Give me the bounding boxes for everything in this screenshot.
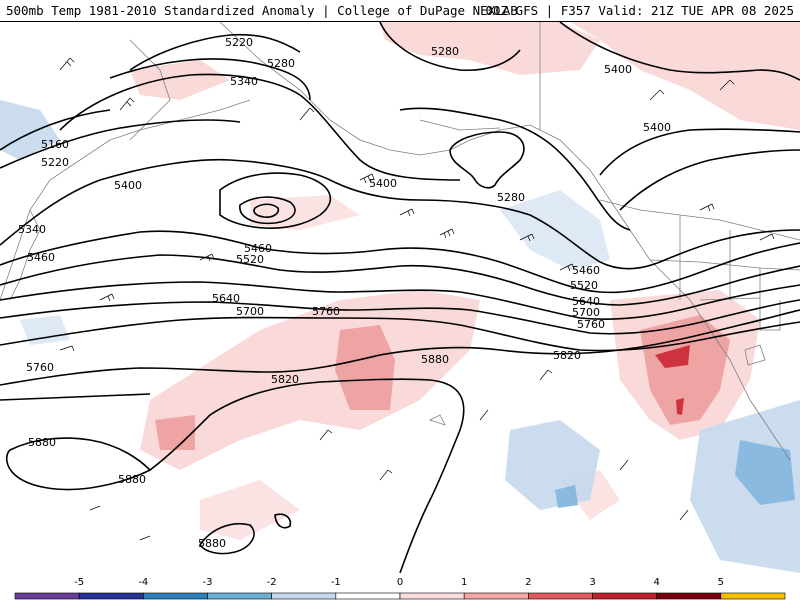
- contour-label: 5520: [236, 253, 264, 266]
- color-scale-segment: [592, 592, 657, 600]
- contour-label: 5520: [570, 279, 598, 292]
- color-scale-segment: [271, 592, 337, 600]
- contour-label: 5280: [267, 57, 295, 70]
- contour-label: 5760: [577, 318, 605, 331]
- color-scale-tick-label: -2: [267, 577, 277, 588]
- color-scale-ticks: -5 -4 -3 -2 -1 0 1 2 3 4 5: [74, 577, 724, 588]
- contour-label: 5220: [225, 36, 253, 49]
- color-scale-tick-label: -4: [138, 577, 148, 588]
- contour-label: 5880: [28, 436, 56, 449]
- contour-label: 5640: [572, 295, 600, 308]
- color-scale-tick-label: 0: [397, 577, 403, 588]
- contour-label: 5880: [118, 473, 146, 486]
- contour-label: 5760: [26, 361, 54, 374]
- contour-label: 5880: [198, 537, 226, 550]
- contour-label: 5460: [244, 242, 272, 255]
- contour-label: 5400: [369, 177, 397, 190]
- color-scale-segment: [335, 592, 401, 600]
- color-scale-tick-label: 5: [718, 577, 724, 588]
- contour-label: 5460: [572, 264, 600, 277]
- map-header: 500mb Temp 1981-2010 Standardized Anomal…: [0, 0, 800, 22]
- contour-label: 5340: [18, 223, 46, 236]
- model-run-info: 00Z GFS | F357 Valid: 21Z TUE APR 08 202…: [485, 3, 794, 18]
- wind-barbs: [59, 57, 775, 541]
- map-title: 500mb Temp 1981-2010 Standardized Anomal…: [6, 3, 518, 18]
- contour-label: 5460: [27, 251, 55, 264]
- color-scale-segment: [528, 592, 593, 600]
- color-scale-segment: [207, 592, 272, 600]
- contour-label: 5760: [312, 305, 340, 318]
- contour-label: 5160: [41, 138, 69, 151]
- color-scale-tick-label: 1: [461, 577, 467, 588]
- color-scale-segment: [14, 592, 80, 600]
- contour-label: 5400: [604, 63, 632, 76]
- contour-label: 5280: [497, 191, 525, 204]
- color-scale-segment: [143, 592, 208, 600]
- contour-label: 5880: [421, 353, 449, 366]
- color-scale-segment: [463, 592, 529, 600]
- cold-anomaly-shading: [0, 100, 800, 573]
- contour-label: 5280: [431, 45, 459, 58]
- contour-label: 5700: [572, 306, 600, 319]
- color-scale-bar: -5 -4 -3 -2 -1 0 1 2 3 4 5: [0, 573, 800, 600]
- contour-label-group: 5220 5280 5340 5160 5220 5400 5340 5460 …: [18, 36, 671, 550]
- contour-label: 5400: [114, 179, 142, 192]
- warm-anomaly-shading: [130, 22, 800, 540]
- color-scale-tick-label: -1: [331, 577, 341, 588]
- color-scale-tick-label: 2: [525, 577, 531, 588]
- contour-label: 5340: [230, 75, 258, 88]
- contour-label: 5820: [271, 373, 299, 386]
- color-scale-segment: [399, 592, 465, 600]
- color-scale-tick-label: 4: [653, 577, 659, 588]
- contour-label: 5640: [212, 292, 240, 305]
- contour-label: 5820: [553, 349, 581, 362]
- contour-label: 5700: [236, 305, 264, 318]
- color-scale-tick-label: -5: [74, 577, 84, 588]
- color-scale-segment: [78, 592, 144, 600]
- anomaly-map: 5220 5280 5340 5160 5220 5400 5340 5460 …: [0, 22, 800, 573]
- contour-label: 5400: [643, 121, 671, 134]
- color-scale-tick-label: -3: [203, 577, 213, 588]
- contour-label: 5220: [41, 156, 69, 169]
- height-contours: [0, 22, 800, 573]
- color-scale-segment: [720, 592, 786, 600]
- color-scale-segments: [14, 592, 786, 600]
- color-scale-tick-label: 3: [589, 577, 595, 588]
- coastlines: [0, 22, 800, 461]
- color-scale-segment: [656, 592, 722, 600]
